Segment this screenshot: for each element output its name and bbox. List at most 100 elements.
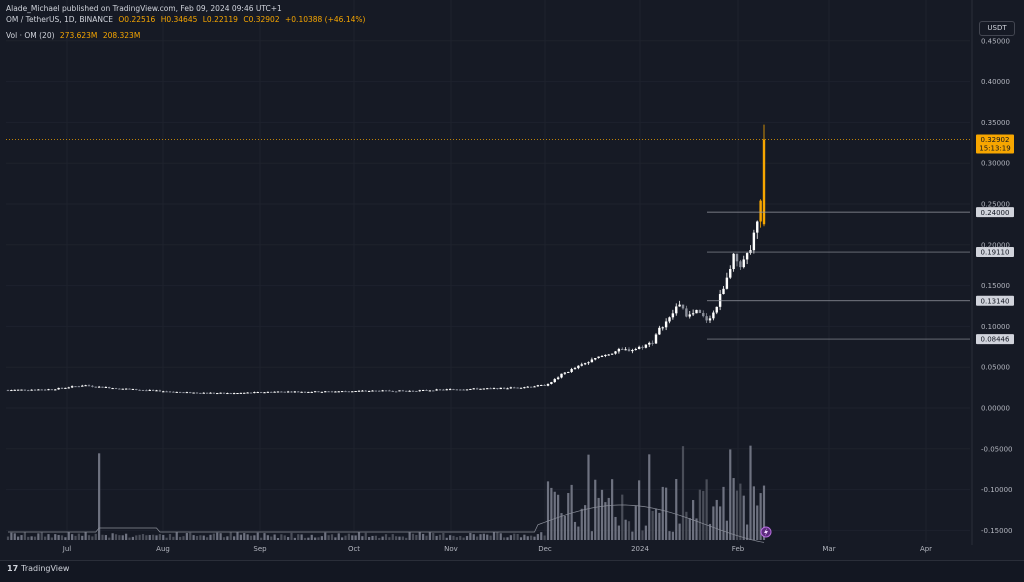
x-tick-label: Dec xyxy=(538,545,552,553)
volume-bar xyxy=(27,536,30,540)
candle-body xyxy=(354,391,357,393)
volume-bar xyxy=(20,535,23,540)
x-tick-label: Jul xyxy=(62,545,72,553)
candle-body xyxy=(337,391,340,393)
open-value: O0.22516 xyxy=(118,15,156,24)
x-tick-label: 2024 xyxy=(631,545,649,553)
volume-bar xyxy=(368,536,371,540)
candle-body xyxy=(550,382,553,384)
candle-body xyxy=(742,259,745,268)
candle-body xyxy=(364,390,367,392)
volume-bar xyxy=(708,523,712,540)
candle-body xyxy=(205,392,209,394)
candle-body xyxy=(587,362,590,364)
candle-body xyxy=(70,386,74,388)
symbol-label[interactable]: OM / TetherUS, 1D, BINANCE xyxy=(6,15,113,24)
tradingview-logo[interactable]: 17 TradingView xyxy=(7,564,69,573)
volume-bar xyxy=(658,512,661,540)
candle-body xyxy=(570,369,573,372)
candle-body xyxy=(91,385,94,387)
volume-bar xyxy=(135,535,138,540)
volume-label[interactable]: Vol · OM (20) xyxy=(6,31,55,40)
currency-selector[interactable]: USDT xyxy=(979,21,1015,36)
volume-bar xyxy=(398,536,401,540)
volume-bar xyxy=(722,486,725,540)
candle-body xyxy=(27,390,30,392)
candle-body xyxy=(708,318,712,321)
volume-bar xyxy=(84,532,87,540)
volume-bar xyxy=(391,534,394,540)
price-levels: 0.24000 0.19110 0.13140 0.08446 0.3290215:13… xyxy=(6,134,1014,345)
volume-bar xyxy=(590,531,593,540)
candle-body xyxy=(610,353,614,355)
candle-body xyxy=(178,391,182,393)
candle-body xyxy=(172,391,175,393)
candle-body xyxy=(347,391,351,393)
candle-body xyxy=(290,391,293,393)
candle-body xyxy=(151,389,155,391)
candle-body xyxy=(459,389,462,391)
volume-bar xyxy=(40,532,43,540)
candle-body xyxy=(118,388,121,390)
candle-body xyxy=(658,327,661,335)
candle-body xyxy=(270,391,273,393)
volume-bar xyxy=(71,534,74,540)
candle-body xyxy=(135,388,138,390)
volume-bar xyxy=(226,536,229,540)
y-tick-label: 0.30000 xyxy=(981,160,1010,168)
volume-bar xyxy=(199,535,202,540)
volume-bar xyxy=(587,454,590,540)
volume-bar xyxy=(91,536,94,540)
volume-bar xyxy=(681,446,685,540)
volume-bar xyxy=(486,534,489,540)
volume-bar xyxy=(465,536,469,540)
candle-body xyxy=(604,354,607,356)
candle-body xyxy=(165,391,168,393)
volume-bar xyxy=(280,534,283,540)
volume-bar xyxy=(50,537,53,540)
candle-body xyxy=(732,253,735,270)
volume-bar xyxy=(634,505,637,540)
volume-bar xyxy=(405,537,408,540)
volume-bar xyxy=(337,533,340,540)
volume-bar xyxy=(47,534,50,540)
volume-bar xyxy=(131,536,134,540)
volume-bar xyxy=(320,536,323,540)
volume-bar xyxy=(33,536,37,540)
candle-body xyxy=(671,313,675,318)
candle-body xyxy=(286,391,290,393)
candle-body xyxy=(388,390,391,392)
candle-body xyxy=(705,316,708,321)
candle-body xyxy=(529,386,533,388)
candle-body xyxy=(16,389,20,391)
candle-body xyxy=(13,389,16,391)
y-tick-label: 0.45000 xyxy=(981,37,1010,45)
candle-body xyxy=(158,390,162,392)
candle-body xyxy=(675,306,678,314)
candle-body xyxy=(509,387,513,389)
candle-body xyxy=(108,386,111,389)
volume-bar xyxy=(212,533,215,540)
candle-body xyxy=(23,389,27,391)
volume-bar xyxy=(729,449,732,540)
candle-body xyxy=(411,390,415,392)
candle-body xyxy=(81,385,84,387)
candle-body xyxy=(715,306,718,313)
volume-bar xyxy=(573,521,577,540)
volume-bar xyxy=(74,535,77,540)
volume-bar xyxy=(287,536,290,540)
candle-body xyxy=(540,384,543,386)
candle-body xyxy=(195,392,199,394)
volume-bar xyxy=(334,537,337,540)
volume-bar xyxy=(540,532,543,540)
volume-bar xyxy=(94,533,97,540)
candle-body xyxy=(327,391,330,393)
candle-body xyxy=(394,391,398,393)
candle-body xyxy=(631,350,634,352)
candle-body xyxy=(47,389,50,391)
candle-body xyxy=(489,388,492,390)
candle-body xyxy=(752,232,756,251)
candle-body xyxy=(378,390,381,392)
lightning-icon xyxy=(760,526,772,538)
volume-bar xyxy=(108,537,111,540)
